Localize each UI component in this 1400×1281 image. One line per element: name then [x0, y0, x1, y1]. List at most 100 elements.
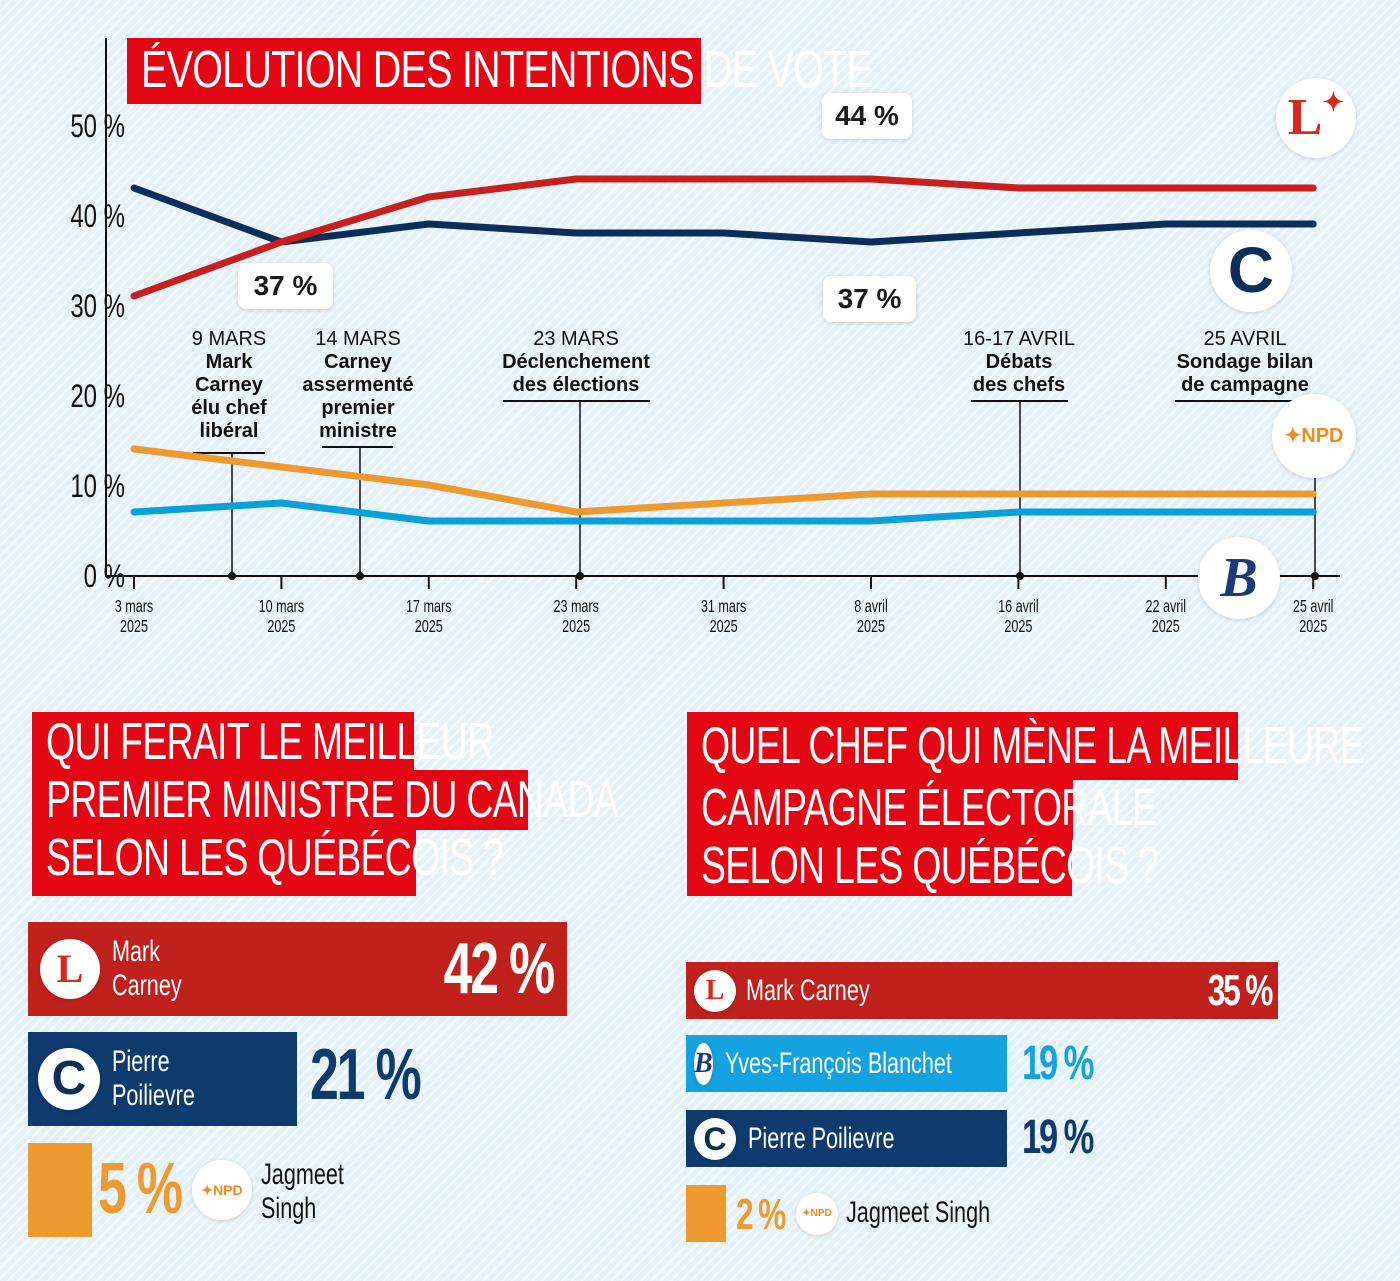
value-blanchet: 19 %: [1022, 1037, 1094, 1090]
event-25-avril: 25 AVRIL Sondage bilan de campagne: [1176, 328, 1314, 396]
x-tick-label: 22 avril: [1146, 597, 1187, 617]
x-tick-label: 2025: [1299, 617, 1327, 637]
conservative-logo-icon: C: [694, 1117, 736, 1160]
point-conservative: [425, 220, 433, 228]
point-npd: [720, 499, 728, 507]
x-tick-label: 2025: [857, 617, 885, 637]
x-tick-label: 2025: [710, 617, 738, 637]
x-tick-label: 25 avril: [1293, 597, 1334, 617]
y-tick-label: 0 %: [84, 558, 125, 594]
point-npd: [130, 445, 138, 453]
conservative-logo-icon: C: [1210, 230, 1292, 312]
line-chart-title: ÉVOLUTION DES INTENTIONS DE VOTE: [127, 38, 873, 104]
x-tick-label: 2025: [267, 617, 295, 637]
left-title-line-3: SELON LES QUÉBÉCOIS ?: [32, 828, 504, 896]
right-title-line-3: SELON LES QUÉBÉCOIS ?: [687, 838, 1159, 896]
event-16-17-avril: 16-17 AVRIL Débats des chefs: [963, 328, 1075, 396]
point-npd: [1014, 490, 1022, 498]
bar-pierre-poilievre: C Pierre Poilievre: [28, 1032, 298, 1126]
point-npd: [1162, 490, 1170, 498]
value-pierre-poilievre: 21 %: [310, 1035, 422, 1115]
bar-jagmeet-singh-campaign: [686, 1185, 726, 1242]
point-conservative: [572, 229, 580, 237]
y-tick-label: 10 %: [70, 468, 125, 504]
liberal-logo-icon: L: [694, 969, 736, 1012]
y-tick-label: 40 %: [70, 198, 125, 234]
point-bloc: [1309, 508, 1317, 516]
point-liberal: [1014, 184, 1022, 192]
bar-pierre-poilievre-campaign: C Pierre Poilievre: [686, 1110, 1008, 1167]
conservative-logo-icon: C: [38, 1048, 100, 1110]
name-singh-campaign: Jagmeet Singh: [846, 1196, 991, 1229]
point-bloc: [1014, 508, 1022, 516]
event-14-mars: 14 MARS Carney assermenté premier ministre: [302, 328, 414, 442]
x-tick-label: 2025: [415, 617, 443, 637]
right-title-line-1: QUEL CHEF QUI MÈNE LA MEILLEURE: [687, 712, 1365, 780]
point-bloc: [720, 517, 728, 525]
x-tick-label: 8 avril: [854, 597, 888, 617]
x-tick-label: 31 mars: [701, 597, 747, 617]
point-conservative: [130, 184, 138, 192]
event-dot: [576, 572, 584, 580]
npd-logo-icon: ✦NPD: [796, 1193, 838, 1235]
point-liberal: [1162, 184, 1170, 192]
point-bloc: [130, 508, 138, 516]
point-bloc: [572, 517, 580, 525]
bar-mark-carney: L Mark Carney 42 %: [28, 922, 567, 1016]
point-conservative: [720, 229, 728, 237]
x-tick-label: 2025: [120, 617, 148, 637]
event-23-mars: 23 MARS Déclenchement des élections: [502, 328, 650, 396]
point-bloc: [425, 517, 433, 525]
bar-yves-francois-blanchet: B Yves-François Blanchet: [686, 1035, 1008, 1092]
event-dot: [1311, 572, 1319, 580]
point-npd: [1309, 490, 1317, 498]
point-liberal: [867, 175, 875, 183]
value-poilievre-campaign: 19 %: [1022, 1111, 1094, 1164]
x-tick-label: 2025: [562, 617, 590, 637]
x-tick-label: 3 mars: [115, 597, 154, 617]
point-liberal: [277, 238, 285, 246]
point-npd: [867, 490, 875, 498]
event-dot: [228, 572, 236, 580]
x-tick-label: 16 avril: [998, 597, 1039, 617]
point-conservative: [867, 238, 875, 246]
value-jagmeet-singh: 5 %: [98, 1149, 183, 1229]
point-bloc: [1162, 508, 1170, 516]
bloc-logo-icon: B: [694, 1042, 713, 1085]
point-npd: [425, 481, 433, 489]
event-dot: [356, 572, 364, 580]
point-npd: [277, 463, 285, 471]
left-title-line-2: PREMIER MINISTRE DU CANADA: [32, 770, 619, 830]
annotation-37-conservative: 37 %: [823, 276, 916, 322]
liberal-logo-icon: L✦: [1276, 78, 1356, 158]
annotation-37-crossing: 37 %: [238, 263, 333, 309]
point-liberal: [720, 175, 728, 183]
y-tick-label: 30 %: [70, 288, 125, 324]
point-bloc: [867, 517, 875, 525]
point-npd: [572, 508, 580, 516]
npd-logo-icon: ✦NPD: [1272, 394, 1356, 478]
bar-mark-carney-campaign: L Mark Carney 35 %: [686, 962, 1278, 1019]
point-conservative: [1309, 220, 1317, 228]
point-bloc: [277, 499, 285, 507]
x-tick-label: 10 mars: [259, 597, 305, 617]
right-title-line-2: CAMPAGNE ÉLECTORALE: [687, 778, 1157, 840]
bar-jagmeet-singh: [28, 1143, 93, 1237]
left-title-line-1: QUI FERAIT LE MEILLEUR: [32, 712, 494, 772]
y-tick-label: 20 %: [70, 378, 125, 414]
point-conservative: [1014, 229, 1022, 237]
event-dot: [1016, 572, 1024, 580]
point-liberal: [130, 292, 138, 300]
point-liberal: [425, 193, 433, 201]
value-singh-campaign: 2 %: [736, 1190, 786, 1239]
point-liberal: [1309, 184, 1317, 192]
point-conservative: [1162, 220, 1170, 228]
name-jagmeet-singh: Jagmeet Singh: [261, 1158, 344, 1225]
x-tick-label: 2025: [1004, 617, 1032, 637]
npd-logo-icon: ✦NPD: [192, 1160, 252, 1220]
x-tick-label: 23 mars: [553, 597, 599, 617]
liberal-logo-icon: L: [40, 939, 100, 999]
x-tick-label: 2025: [1152, 617, 1180, 637]
event-9-mars: 9 MARS Mark Carney élu chef libéral: [191, 328, 267, 442]
